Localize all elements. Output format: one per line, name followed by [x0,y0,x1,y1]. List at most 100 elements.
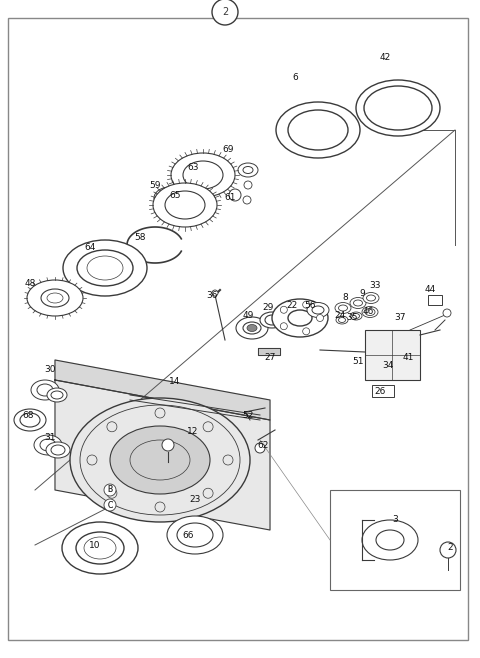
Ellipse shape [336,316,348,324]
Bar [330,490,460,590]
Ellipse shape [335,303,351,313]
Ellipse shape [51,391,63,399]
Ellipse shape [70,398,250,522]
Ellipse shape [34,435,62,455]
Ellipse shape [154,187,186,209]
Circle shape [280,322,288,330]
Text: 61: 61 [224,193,236,203]
Text: 30: 30 [44,365,56,374]
Circle shape [280,306,288,313]
Circle shape [243,196,251,204]
Text: 2: 2 [447,544,453,553]
Circle shape [223,455,233,465]
Ellipse shape [46,442,70,458]
Ellipse shape [183,161,223,189]
Circle shape [440,542,456,558]
Text: 37: 37 [394,313,406,322]
Text: 49: 49 [242,311,254,320]
Ellipse shape [76,532,124,564]
Ellipse shape [338,305,348,311]
Text: B: B [108,486,113,495]
Ellipse shape [247,324,257,332]
Ellipse shape [312,306,324,314]
Circle shape [244,181,252,189]
Circle shape [104,484,116,496]
Circle shape [104,499,116,511]
Text: 31: 31 [44,434,56,442]
Text: 22: 22 [287,301,298,309]
Ellipse shape [51,445,65,455]
Ellipse shape [177,523,213,547]
Text: C: C [108,501,113,509]
Text: 48: 48 [24,278,36,288]
Ellipse shape [165,191,205,219]
Text: 9: 9 [359,288,365,297]
Ellipse shape [362,520,418,560]
Text: 3: 3 [392,515,398,524]
Ellipse shape [288,110,348,150]
Text: 35: 35 [346,313,358,322]
Text: 29: 29 [262,303,274,313]
Ellipse shape [338,318,346,322]
Text: 59: 59 [149,180,161,190]
Ellipse shape [352,313,360,318]
Ellipse shape [40,439,56,451]
Ellipse shape [350,297,366,309]
Circle shape [203,422,213,432]
Ellipse shape [27,280,83,316]
Text: 23: 23 [189,495,201,505]
Ellipse shape [350,312,362,320]
Ellipse shape [265,315,279,325]
Ellipse shape [162,193,178,203]
Text: 42: 42 [379,53,391,63]
Text: 33: 33 [369,280,381,290]
Ellipse shape [272,299,328,337]
Circle shape [212,0,238,25]
Ellipse shape [110,426,210,494]
Ellipse shape [31,380,59,400]
Text: 56: 56 [304,301,316,309]
Text: C: C [108,501,113,509]
Ellipse shape [356,80,440,136]
Ellipse shape [260,312,284,328]
Text: 14: 14 [169,378,180,386]
Circle shape [107,422,117,432]
Ellipse shape [153,183,217,227]
Text: 63: 63 [187,163,199,172]
Circle shape [107,488,117,498]
Circle shape [212,290,218,296]
Bar [428,295,442,305]
Text: 41: 41 [402,353,414,363]
Circle shape [155,502,165,512]
Circle shape [162,439,174,451]
Ellipse shape [376,530,404,550]
Circle shape [316,315,324,322]
Ellipse shape [307,303,329,318]
Text: 65: 65 [169,191,181,199]
Circle shape [87,455,97,465]
Text: 46: 46 [362,307,374,316]
Text: B: B [108,486,113,495]
Ellipse shape [47,388,67,402]
Circle shape [303,301,310,308]
Ellipse shape [236,317,268,339]
Text: 26: 26 [374,388,386,397]
Text: 27: 27 [264,353,276,363]
Ellipse shape [167,516,223,554]
Text: 6: 6 [292,74,298,82]
Ellipse shape [77,250,133,286]
Text: 10: 10 [89,540,101,549]
Circle shape [203,488,213,498]
Text: 36: 36 [206,290,218,299]
Ellipse shape [364,86,432,130]
Text: 66: 66 [182,530,194,540]
Text: 69: 69 [222,145,234,155]
Ellipse shape [63,240,147,296]
Text: 44: 44 [424,286,436,295]
Bar [372,385,394,397]
Ellipse shape [353,300,362,306]
Ellipse shape [238,163,258,177]
Text: 2: 2 [222,7,228,17]
Ellipse shape [41,289,69,307]
Ellipse shape [37,384,53,396]
